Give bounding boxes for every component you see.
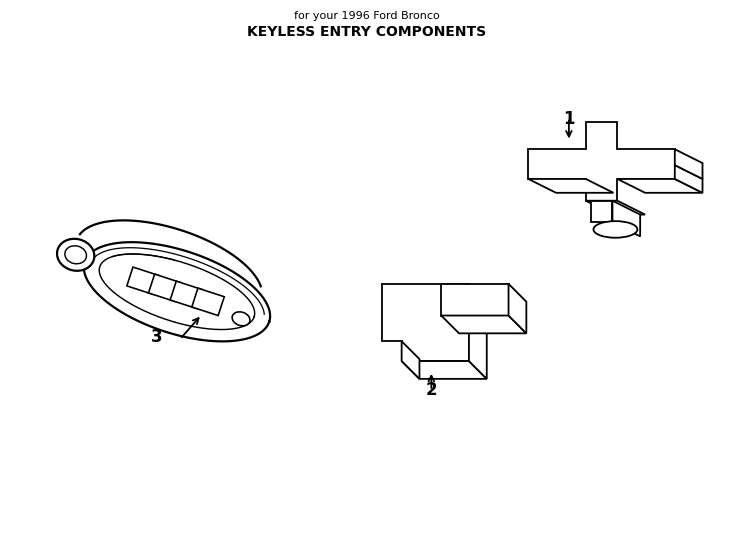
Text: 3: 3	[151, 328, 163, 346]
Polygon shape	[469, 284, 487, 379]
Polygon shape	[675, 165, 702, 193]
Polygon shape	[441, 315, 526, 333]
Ellipse shape	[65, 246, 87, 264]
Polygon shape	[586, 201, 645, 214]
Text: KEYLESS ENTRY COMPONENTS: KEYLESS ENTRY COMPONENTS	[247, 25, 487, 39]
Polygon shape	[148, 274, 181, 301]
Ellipse shape	[57, 239, 95, 271]
Polygon shape	[401, 341, 419, 379]
Text: for your 1996 Ford Bronco: for your 1996 Ford Bronco	[294, 11, 440, 21]
Polygon shape	[528, 179, 614, 193]
Polygon shape	[192, 288, 225, 315]
Polygon shape	[441, 284, 509, 315]
Polygon shape	[509, 284, 526, 333]
Polygon shape	[612, 201, 640, 237]
Ellipse shape	[594, 221, 637, 238]
Polygon shape	[401, 361, 487, 379]
Polygon shape	[591, 201, 612, 222]
Polygon shape	[528, 122, 675, 201]
Polygon shape	[617, 179, 702, 193]
Text: 1: 1	[563, 110, 575, 127]
Polygon shape	[675, 149, 702, 179]
Ellipse shape	[232, 312, 250, 326]
Text: 2: 2	[426, 381, 437, 399]
Polygon shape	[382, 284, 469, 361]
Polygon shape	[170, 281, 203, 308]
Polygon shape	[127, 267, 159, 294]
